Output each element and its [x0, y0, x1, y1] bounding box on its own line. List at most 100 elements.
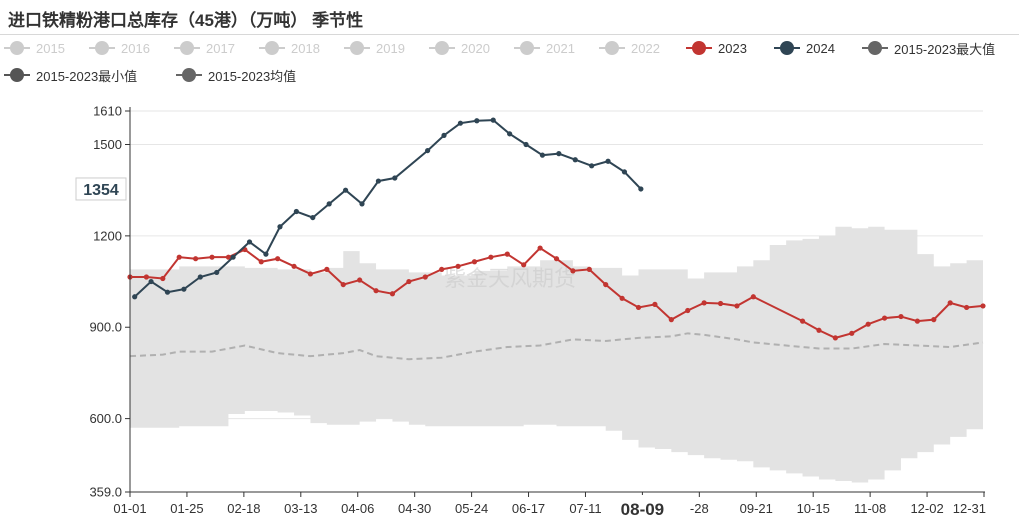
- data-point-2024[interactable]: [490, 117, 496, 123]
- data-point-2023[interactable]: [225, 254, 232, 260]
- data-point-2024[interactable]: [230, 254, 236, 260]
- data-point-2023[interactable]: [455, 263, 461, 269]
- data-point-2023[interactable]: [980, 303, 986, 309]
- data-point-2023[interactable]: [307, 271, 314, 277]
- data-point-2024[interactable]: [359, 201, 365, 207]
- data-point-2023[interactable]: [537, 245, 543, 251]
- data-point-2024[interactable]: [132, 294, 138, 300]
- legend-item-2020[interactable]: 2020: [429, 36, 490, 60]
- data-point-2024[interactable]: [605, 158, 611, 164]
- data-point-2023[interactable]: [816, 327, 822, 333]
- data-point-2023[interactable]: [734, 303, 740, 309]
- data-point-2024[interactable]: [392, 175, 398, 181]
- data-point-2024[interactable]: [457, 120, 464, 126]
- legend-label: 2023: [718, 40, 747, 56]
- data-point-2023[interactable]: [176, 254, 182, 260]
- data-point-2024[interactable]: [507, 131, 513, 137]
- data-point-2023[interactable]: [652, 301, 658, 307]
- y-tick-label: 1500: [93, 137, 122, 152]
- legend-item-2021[interactable]: 2021: [514, 36, 575, 60]
- y-pointer-label: 1354: [75, 177, 127, 201]
- y-tick-label: 1610: [93, 104, 122, 119]
- data-point-2024[interactable]: [246, 239, 253, 245]
- data-point-2023[interactable]: [324, 266, 330, 272]
- data-point-2023[interactable]: [586, 266, 592, 272]
- data-point-2023[interactable]: [570, 268, 576, 274]
- data-point-2023[interactable]: [963, 304, 970, 311]
- data-point-2023[interactable]: [422, 274, 428, 280]
- data-point-2024[interactable]: [181, 286, 187, 292]
- legend-item-2024[interactable]: 2024: [774, 36, 835, 60]
- legend-item-2016[interactable]: 2016: [89, 36, 150, 60]
- data-point-2023[interactable]: [799, 318, 806, 324]
- data-point-2024[interactable]: [589, 163, 595, 169]
- data-point-2024[interactable]: [214, 269, 220, 276]
- data-point-2024[interactable]: [342, 187, 349, 193]
- data-point-2024[interactable]: [621, 169, 628, 175]
- data-point-2023[interactable]: [849, 330, 855, 336]
- legend-item-2015-2023均值[interactable]: 2015-2023均值: [176, 63, 296, 87]
- data-point-2023[interactable]: [488, 254, 494, 260]
- data-point-2023[interactable]: [750, 294, 756, 300]
- data-point-2023[interactable]: [685, 307, 691, 314]
- data-point-2023[interactable]: [553, 256, 560, 262]
- data-point-2024[interactable]: [310, 214, 316, 221]
- data-point-2024[interactable]: [572, 157, 578, 163]
- legend-item-2015-2023最小值[interactable]: 2015-2023最小值: [4, 63, 137, 87]
- data-point-2023[interactable]: [291, 263, 297, 269]
- data-point-2023[interactable]: [635, 304, 642, 311]
- data-point-2023[interactable]: [209, 254, 215, 260]
- data-point-2023[interactable]: [832, 335, 838, 341]
- data-point-2024[interactable]: [556, 151, 562, 157]
- data-point-2023[interactable]: [521, 262, 527, 268]
- data-point-2023[interactable]: [389, 291, 396, 297]
- data-point-2023[interactable]: [275, 256, 281, 262]
- legend-label: 2019: [376, 40, 405, 56]
- data-point-2024[interactable]: [326, 201, 332, 207]
- legend-item-2017[interactable]: 2017: [174, 36, 235, 60]
- data-point-2024[interactable]: [441, 132, 447, 138]
- data-point-2024[interactable]: [293, 208, 299, 215]
- data-point-2023[interactable]: [947, 300, 953, 306]
- data-point-2024[interactable]: [375, 178, 382, 184]
- legend-label: 2017: [206, 40, 235, 56]
- data-point-2023[interactable]: [471, 259, 478, 265]
- data-point-2023[interactable]: [160, 275, 166, 282]
- data-point-2023[interactable]: [668, 317, 674, 323]
- data-point-2023[interactable]: [143, 274, 150, 280]
- data-point-2023[interactable]: [258, 259, 264, 265]
- data-point-2024[interactable]: [197, 274, 203, 280]
- data-point-2023[interactable]: [701, 300, 707, 306]
- data-point-2023[interactable]: [881, 315, 888, 321]
- data-point-2023[interactable]: [931, 317, 937, 323]
- legend-item-2015-2023最大值[interactable]: 2015-2023最大值: [862, 36, 995, 60]
- data-point-2023[interactable]: [865, 321, 871, 327]
- legend-item-2015[interactable]: 2015: [4, 36, 65, 60]
- data-point-2024[interactable]: [425, 147, 431, 154]
- data-point-2023[interactable]: [406, 278, 412, 285]
- data-point-2023[interactable]: [504, 251, 510, 257]
- data-point-2024[interactable]: [263, 251, 269, 257]
- data-point-2023[interactable]: [898, 313, 904, 320]
- data-point-2023[interactable]: [439, 266, 445, 272]
- data-point-2023[interactable]: [914, 318, 920, 324]
- legend-item-2023[interactable]: 2023: [686, 36, 747, 60]
- legend-item-2018[interactable]: 2018: [259, 36, 320, 60]
- data-point-2023[interactable]: [603, 281, 609, 288]
- legend-item-2022[interactable]: 2022: [599, 36, 660, 60]
- data-point-2024[interactable]: [148, 278, 154, 285]
- data-point-2024[interactable]: [277, 224, 283, 230]
- data-point-2024[interactable]: [474, 118, 480, 124]
- data-point-2024[interactable]: [638, 186, 644, 192]
- data-point-2023[interactable]: [340, 281, 346, 288]
- legend-symbol-icon: [429, 41, 455, 55]
- data-point-2023[interactable]: [717, 300, 724, 307]
- legend-item-2019[interactable]: 2019: [344, 36, 405, 60]
- data-point-2023[interactable]: [619, 295, 625, 301]
- data-point-2023[interactable]: [373, 288, 379, 294]
- data-point-2023[interactable]: [193, 256, 199, 262]
- data-point-2024[interactable]: [164, 289, 171, 295]
- data-point-2024[interactable]: [523, 141, 529, 148]
- data-point-2023[interactable]: [357, 277, 363, 283]
- data-point-2024[interactable]: [539, 152, 546, 158]
